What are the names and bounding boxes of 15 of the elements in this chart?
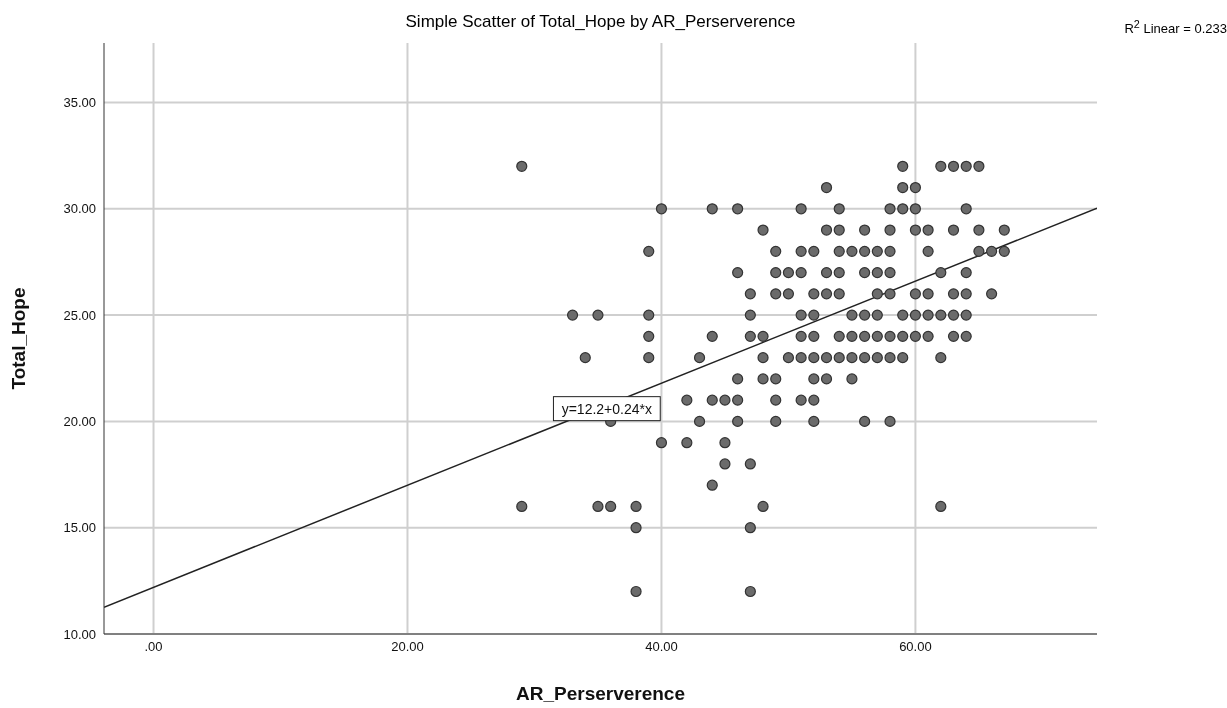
- chart-title: Simple Scatter of Total_Hope by AR_Perserverence: [404, 12, 797, 32]
- y-tick-label: 20.00: [63, 414, 96, 430]
- x-tick-label: 60.00: [899, 639, 932, 655]
- text: R$^{2}$ Linear = 0.233: [1124, 18, 1227, 37]
- x-tick-label: 40.00: [645, 639, 678, 655]
- x-axis-title: AR_Perserverence: [515, 683, 686, 704]
- y-tick-label: 10.00: [63, 626, 96, 642]
- y-tick-label: 15.00: [63, 520, 96, 536]
- annotation: y=12.2+0.24*x: [561, 400, 652, 417]
- y-axis-title: Total_Hope: [7, 287, 29, 390]
- y-tick-label: 30.00: [63, 201, 96, 217]
- y-tick-label: 35.00: [63, 95, 96, 111]
- y-tick-label: 25.00: [63, 307, 96, 323]
- x-tick-label: 20.00: [391, 639, 424, 655]
- x-tick-label: .00: [144, 639, 163, 655]
